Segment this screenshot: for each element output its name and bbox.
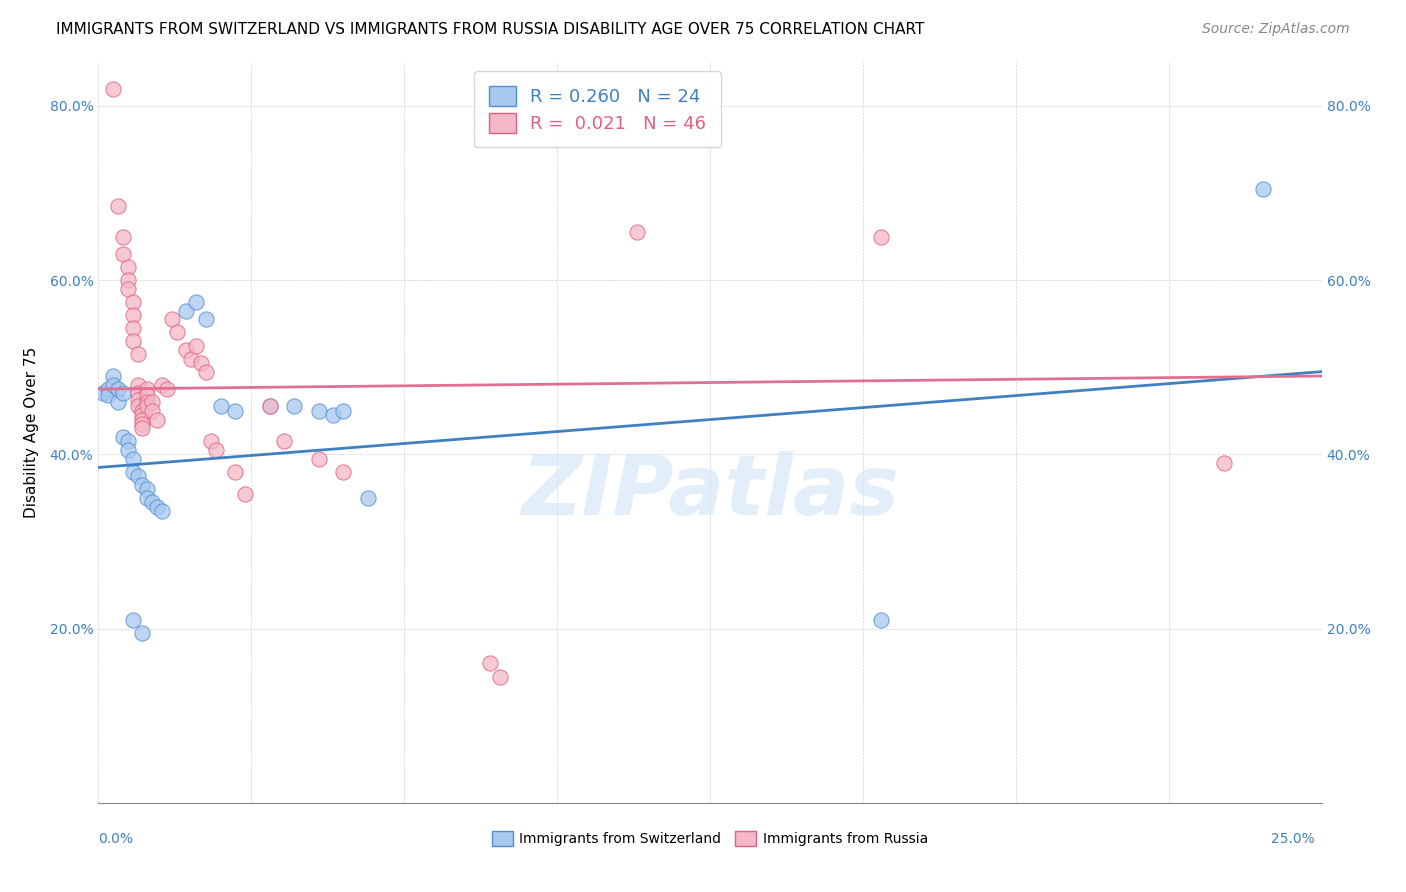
Point	[141, 395, 163, 409]
Point	[200, 434, 222, 449]
Point	[146, 412, 169, 426]
Point	[1212, 456, 1234, 470]
Point	[111, 386, 134, 401]
Point	[121, 321, 143, 335]
Point	[233, 486, 256, 500]
Point	[97, 388, 120, 402]
Point	[150, 377, 173, 392]
Point	[131, 421, 153, 435]
Point	[136, 491, 159, 505]
Point	[121, 613, 143, 627]
Point	[101, 369, 124, 384]
Point	[107, 199, 129, 213]
Point	[127, 393, 149, 408]
Point	[117, 443, 139, 458]
Text: IMMIGRANTS FROM SWITZERLAND VS IMMIGRANTS FROM RUSSIA DISABILITY AGE OVER 75 COR: IMMIGRANTS FROM SWITZERLAND VS IMMIGRANT…	[56, 22, 925, 37]
Point	[195, 312, 218, 326]
Point	[131, 478, 153, 492]
Text: ZIPatlas: ZIPatlas	[522, 451, 898, 533]
Point	[107, 395, 129, 409]
Point	[224, 465, 246, 479]
Point	[121, 295, 143, 310]
Point	[141, 495, 163, 509]
Point	[205, 443, 228, 458]
Point	[121, 308, 143, 322]
Point	[186, 338, 208, 352]
Point	[190, 356, 212, 370]
Point	[127, 377, 149, 392]
Point	[131, 626, 153, 640]
Point	[356, 491, 378, 505]
Point	[136, 395, 159, 409]
Point	[478, 657, 501, 671]
Point	[332, 465, 354, 479]
Point	[136, 388, 159, 402]
Point	[136, 400, 159, 414]
Point	[150, 504, 173, 518]
Point	[209, 400, 232, 414]
Point	[332, 404, 354, 418]
Point	[322, 408, 344, 422]
Point	[273, 434, 295, 449]
Point	[121, 334, 143, 348]
Point	[180, 351, 202, 366]
Point	[111, 229, 134, 244]
Point	[107, 382, 129, 396]
Point	[136, 382, 159, 396]
Point	[111, 247, 134, 261]
Point	[156, 382, 179, 396]
Point	[121, 451, 143, 466]
Point	[117, 282, 139, 296]
Point	[146, 500, 169, 514]
Point	[127, 347, 149, 361]
Point	[117, 260, 139, 274]
Point	[121, 465, 143, 479]
Point	[131, 404, 153, 418]
Point	[195, 365, 218, 379]
Point	[259, 400, 281, 414]
Point	[176, 343, 198, 357]
Point	[160, 312, 183, 326]
Point	[97, 382, 120, 396]
Point	[308, 451, 330, 466]
Point	[224, 404, 246, 418]
Point	[870, 229, 893, 244]
Point	[283, 400, 305, 414]
Point	[131, 408, 153, 422]
Point	[1251, 182, 1274, 196]
Point	[308, 404, 330, 418]
Point	[127, 400, 149, 414]
Point	[141, 404, 163, 418]
Point	[626, 225, 648, 239]
Text: Source: ZipAtlas.com: Source: ZipAtlas.com	[1202, 22, 1350, 37]
Point	[117, 434, 139, 449]
Point	[176, 303, 198, 318]
Point	[186, 295, 208, 310]
Y-axis label: Disability Age Over 75: Disability Age Over 75	[24, 347, 38, 518]
Point	[131, 412, 153, 426]
Point	[127, 386, 149, 401]
Point	[259, 400, 281, 414]
Point	[111, 430, 134, 444]
Point	[127, 469, 149, 483]
Point	[136, 482, 159, 496]
Point	[166, 326, 188, 340]
Point	[131, 417, 153, 431]
Point	[117, 273, 139, 287]
Point	[101, 81, 124, 95]
Legend: Immigrants from Switzerland, Immigrants from Russia: Immigrants from Switzerland, Immigrants …	[486, 825, 934, 851]
Point	[488, 669, 510, 683]
Point	[870, 613, 893, 627]
Point	[91, 386, 114, 401]
Text: 25.0%: 25.0%	[1271, 832, 1315, 846]
Point	[101, 377, 124, 392]
Text: 0.0%: 0.0%	[98, 832, 134, 846]
